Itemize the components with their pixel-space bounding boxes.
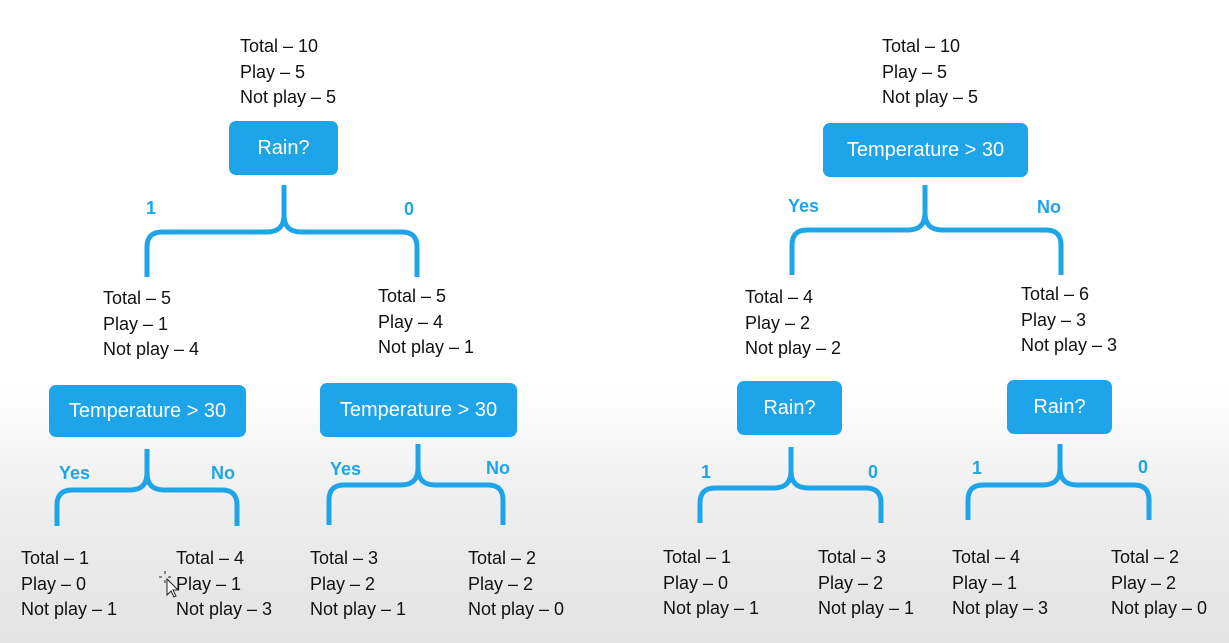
stat-play: Play – 0 (663, 572, 729, 593)
stat-total: Total – 10 (240, 36, 319, 56)
right-child2-node: Rain? (1007, 380, 1112, 434)
stat-not-play: Not play – 0 (1111, 598, 1208, 618)
stat-total: Total – 5 (378, 286, 447, 306)
left-child2-node: Temperature > 30 (320, 383, 517, 437)
stat-play: Play – 0 (21, 573, 87, 594)
stat-total: Total – 4 (745, 287, 814, 307)
stat-not-play: Not play – 4 (103, 339, 200, 359)
stat-not-play: Not play – 3 (176, 599, 273, 619)
stat-play: Play – 2 (468, 573, 534, 594)
stat-play: Play – 5 (240, 61, 306, 82)
stat-total: Total – 3 (310, 548, 379, 568)
right-child1-branch-left-label: 1 (701, 462, 712, 482)
left-child1-stats: Total – 5 Play – 1 Not play – 4 (103, 286, 199, 363)
stat-total: Total – 6 (1021, 284, 1090, 304)
left-child1-branch-right-label: No (211, 463, 235, 483)
stat-total: Total – 2 (468, 548, 537, 568)
left-leaf1-stats: Total – 1 Play – 0 Not play – 1 (21, 546, 117, 623)
brace-right-root (789, 185, 1064, 275)
left-root-stats: Total – 10 Play – 5 Not play – 5 (240, 34, 336, 111)
brace-right-right-node (965, 444, 1152, 520)
left-child1-node: Temperature > 30 (49, 385, 246, 437)
left-child1-branch-left-label: Yes (59, 463, 91, 483)
right-child2-branch-right-label: 0 (1138, 457, 1149, 477)
right-leaf1-stats: Total – 1 Play – 0 Not play – 1 (663, 545, 759, 622)
right-root-branch-right-label: No (1037, 197, 1061, 217)
stat-not-play: Not play – 5 (882, 87, 979, 107)
stat-play: Play – 3 (1021, 309, 1087, 330)
stat-play: Play – 4 (378, 311, 444, 332)
right-child1-branch-right-label: 0 (868, 462, 879, 482)
left-root-branch-left-label: 1 (146, 198, 157, 218)
left-child2-branch-right-label: No (486, 458, 510, 478)
stat-not-play: Not play – 0 (468, 599, 565, 619)
right-leaf4-stats: Total – 2 Play – 2 Not play – 0 (1111, 545, 1207, 622)
stat-not-play: Not play – 1 (21, 599, 118, 619)
right-root-stats: Total – 10 Play – 5 Not play – 5 (882, 34, 978, 111)
stat-play: Play – 2 (310, 573, 376, 594)
mouse-cursor-icon (159, 571, 180, 598)
stat-play: Play – 2 (818, 572, 884, 593)
stat-total: Total – 5 (103, 288, 172, 308)
stat-play: Play – 1 (952, 572, 1018, 593)
stat-total: Total – 10 (882, 36, 961, 56)
right-leaf3-stats: Total – 4 Play – 1 Not play – 3 (952, 545, 1048, 622)
stat-total: Total – 1 (663, 547, 732, 567)
stat-not-play: Not play – 1 (818, 598, 915, 618)
left-root-branch-right-label: 0 (404, 199, 415, 219)
right-root-branch-left-label: Yes (788, 196, 820, 216)
stat-play: Play – 2 (1111, 572, 1177, 593)
stat-total: Total – 4 (176, 548, 245, 568)
right-leaf2-stats: Total – 3 Play – 2 Not play – 1 (818, 545, 914, 622)
stat-not-play: Not play – 1 (310, 599, 407, 619)
stat-total: Total – 1 (21, 548, 90, 568)
stat-not-play: Not play – 5 (240, 87, 337, 107)
right-child1-node: Rain? (737, 381, 842, 435)
left-root-node: Rain? (229, 121, 338, 175)
stat-not-play: Not play – 1 (663, 598, 760, 618)
stat-not-play: Not play – 3 (1021, 335, 1118, 355)
brace-left-root (144, 185, 420, 277)
stat-play: Play – 2 (745, 312, 811, 333)
stat-not-play: Not play – 3 (952, 598, 1049, 618)
left-child2-stats: Total – 5 Play – 4 Not play – 1 (378, 284, 474, 361)
left-leaf4-stats: Total – 2 Play – 2 Not play – 0 (468, 546, 564, 623)
stat-total: Total – 3 (818, 547, 887, 567)
right-child1-stats: Total – 4 Play – 2 Not play – 2 (745, 285, 841, 362)
stat-play: Play – 1 (176, 573, 242, 594)
brace-right-left-node (697, 447, 884, 523)
stat-total: Total – 2 (1111, 547, 1180, 567)
right-root-node: Temperature > 30 (823, 123, 1028, 177)
stat-not-play: Not play – 2 (745, 338, 842, 358)
left-leaf2-stats: Total – 4 Play – 1 Not play – 3 (176, 546, 272, 623)
brace-left-right-node (326, 444, 506, 525)
left-child2-branch-left-label: Yes (330, 459, 362, 479)
brace-left-left-node (54, 449, 240, 526)
stat-not-play: Not play – 1 (378, 337, 475, 357)
stat-total: Total – 4 (952, 547, 1021, 567)
stat-play: Play – 5 (882, 61, 948, 82)
stat-play: Play – 1 (103, 313, 169, 334)
right-child2-stats: Total – 6 Play – 3 Not play – 3 (1021, 282, 1117, 359)
left-leaf3-stats: Total – 3 Play – 2 Not play – 1 (310, 546, 406, 623)
right-child2-branch-left-label: 1 (972, 458, 983, 478)
